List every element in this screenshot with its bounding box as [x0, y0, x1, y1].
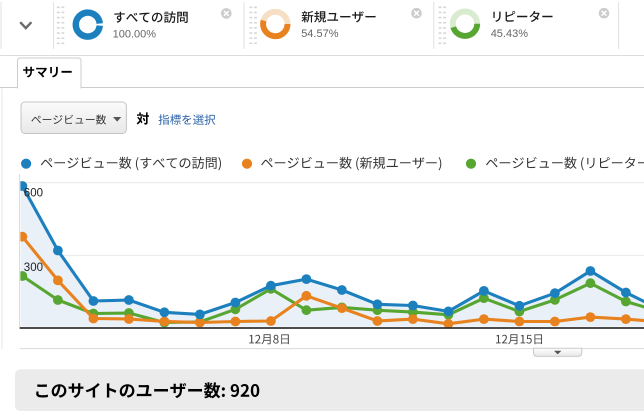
svg-text:54.57%: 54.57% [301, 28, 339, 40]
svg-text:45.43%: 45.43% [491, 28, 529, 40]
svg-text:100.00%: 100.00% [113, 28, 157, 40]
svg-text:300: 300 [24, 262, 43, 274]
svg-text:600: 600 [24, 187, 43, 199]
